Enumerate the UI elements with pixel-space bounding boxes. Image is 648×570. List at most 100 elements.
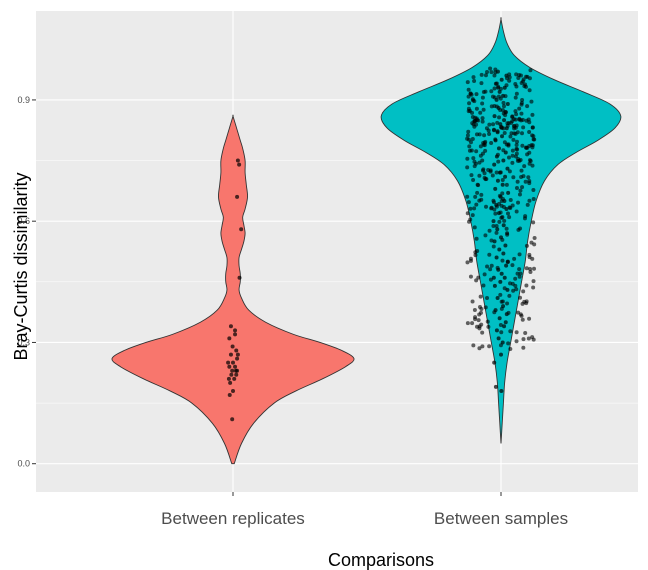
data-point (481, 283, 486, 288)
data-point (492, 360, 497, 365)
data-point (493, 67, 498, 72)
data-point (470, 321, 475, 326)
data-point (511, 117, 516, 122)
x-axis-title: Comparisons (328, 550, 434, 570)
data-point (479, 72, 484, 77)
data-point (528, 270, 533, 275)
data-point (495, 227, 500, 232)
data-point (488, 168, 493, 173)
data-point (505, 301, 510, 306)
data-point (502, 140, 507, 145)
data-point (495, 129, 500, 134)
data-point (497, 193, 502, 198)
data-point (468, 256, 473, 261)
data-point (479, 81, 484, 86)
data-point (499, 388, 504, 393)
data-points (226, 66, 537, 422)
data-point (493, 186, 498, 191)
data-point (497, 219, 502, 224)
data-point (465, 211, 470, 216)
data-point (517, 158, 522, 163)
data-point (491, 122, 496, 127)
data-point (513, 276, 518, 281)
data-point (486, 324, 491, 329)
data-point (489, 263, 494, 268)
data-point (523, 330, 528, 335)
data-point (486, 128, 491, 133)
data-point (528, 266, 533, 271)
data-point (469, 148, 474, 153)
data-point (470, 299, 475, 304)
data-point (525, 104, 530, 109)
data-point (530, 145, 535, 150)
data-point (473, 253, 478, 258)
data-point (530, 163, 535, 168)
data-point (490, 173, 495, 178)
data-point (509, 120, 514, 125)
data-point (528, 159, 533, 163)
data-point (487, 344, 492, 349)
data-point (495, 265, 500, 270)
data-point (520, 117, 525, 122)
data-point (493, 211, 498, 216)
data-point (477, 132, 482, 137)
violin-between-replicates (111, 114, 355, 465)
data-point (531, 285, 536, 290)
data-point (227, 364, 232, 369)
data-point (468, 206, 473, 211)
data-point (472, 99, 477, 104)
data-point (474, 278, 479, 283)
data-point (508, 347, 513, 352)
data-point (465, 80, 470, 85)
data-point (501, 100, 506, 105)
data-point (479, 192, 484, 197)
data-point (507, 78, 512, 83)
data-point (473, 250, 478, 255)
data-point (503, 174, 508, 179)
data-point (515, 147, 520, 152)
data-point (498, 170, 503, 175)
data-point (470, 213, 475, 218)
data-point (477, 160, 482, 165)
data-point (496, 85, 501, 90)
data-point (501, 251, 506, 256)
data-point (500, 182, 505, 187)
data-point (519, 111, 524, 116)
data-point (492, 162, 497, 167)
data-point (497, 247, 502, 252)
data-point (522, 216, 527, 221)
x-axis: Between replicates Between samples (161, 492, 568, 528)
data-point (226, 376, 231, 381)
data-point (233, 332, 238, 337)
data-point (516, 310, 521, 315)
data-point (526, 175, 531, 180)
data-point (503, 320, 508, 325)
data-point (517, 267, 522, 272)
data-point (472, 79, 477, 84)
data-point (514, 91, 519, 96)
data-point (234, 348, 239, 353)
data-point (506, 310, 511, 315)
data-point (488, 66, 493, 71)
data-point (502, 218, 507, 223)
data-point (506, 190, 511, 195)
data-point (503, 94, 508, 99)
data-point (465, 165, 470, 170)
data-point (468, 140, 473, 145)
data-point (493, 137, 498, 142)
data-point (495, 295, 500, 300)
data-point (505, 101, 510, 106)
data-point (525, 202, 530, 207)
data-point (499, 271, 504, 276)
data-point (473, 315, 478, 320)
data-point (494, 230, 499, 235)
data-point (489, 104, 494, 109)
data-point (487, 131, 492, 136)
data-point (506, 341, 511, 346)
data-point (471, 156, 476, 161)
data-point (470, 136, 475, 141)
data-point (235, 356, 240, 361)
data-point (517, 252, 522, 257)
data-point (521, 289, 526, 294)
